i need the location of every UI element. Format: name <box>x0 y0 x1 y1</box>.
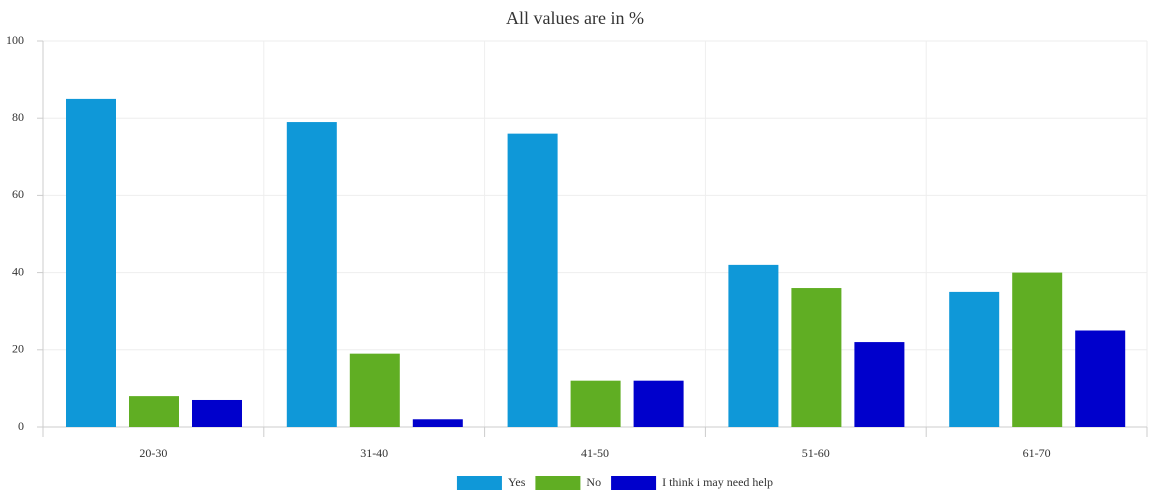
y-tick-label: 100 <box>6 33 24 47</box>
x-tick-label: 20-30 <box>139 446 167 460</box>
legend-label: No <box>586 475 601 489</box>
bar <box>66 98 116 428</box>
bar <box>286 122 337 427</box>
legend-label: Yes <box>508 475 526 489</box>
bar <box>633 380 684 427</box>
y-tick-label: 20 <box>12 342 24 356</box>
bar <box>192 399 242 427</box>
bar <box>570 380 621 427</box>
y-tick-label: 0 <box>18 419 24 433</box>
x-tick-label: 51-60 <box>802 446 830 460</box>
x-tick-label: 61-70 <box>1023 446 1051 460</box>
x-tick-label: 31-40 <box>360 446 388 460</box>
bar <box>349 353 400 427</box>
bar <box>949 291 1000 427</box>
legend-swatch <box>456 476 502 490</box>
bar <box>412 419 463 427</box>
legend-label: I think i may need help <box>662 475 773 489</box>
bar <box>1012 272 1063 427</box>
chart-title: All values are in % <box>506 8 644 28</box>
y-tick-label: 40 <box>12 264 24 278</box>
bar <box>507 133 558 427</box>
bar <box>728 264 779 427</box>
y-tick-label: 60 <box>12 187 24 201</box>
bar <box>791 288 842 427</box>
bar <box>129 396 179 427</box>
bar <box>854 342 905 427</box>
x-tick-label: 41-50 <box>581 446 609 460</box>
y-tick-label: 80 <box>12 110 24 124</box>
legend-swatch <box>535 476 581 490</box>
legend-swatch <box>611 476 657 490</box>
bar <box>1075 330 1126 427</box>
